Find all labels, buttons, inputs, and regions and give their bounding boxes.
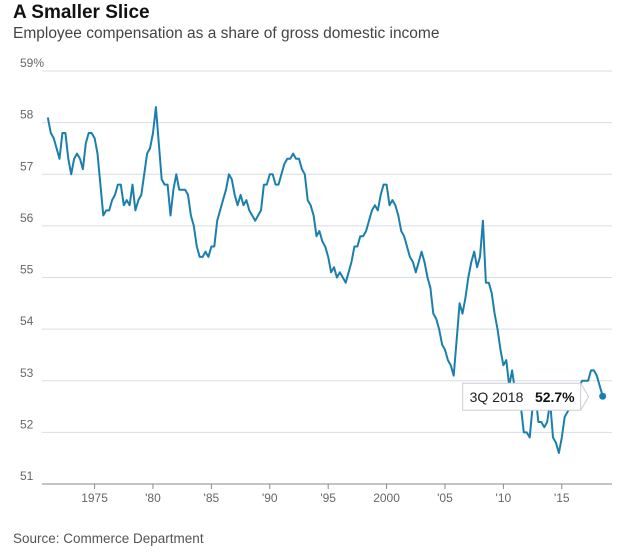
chart-title: A Smaller Slice [13,2,150,23]
x-tick-label: '85 [204,491,220,505]
chart-subtitle: Employee compensation as a share of gros… [13,25,440,42]
callout-box [462,382,582,411]
x-tick-label: '10 [496,491,512,505]
y-axis-ticks: 51 52 53 54 55 56 57 58 59% [20,56,44,483]
series-line [46,106,604,454]
y-tick-label: 52 [20,417,34,431]
source-note: Source: Commerce Department [13,531,204,546]
y-tick-label: 55 [20,263,34,277]
y-tick-label: 51 [20,469,34,483]
y-tick-label: 58 [20,108,34,122]
y-tick-label: 57 [20,159,34,173]
x-tick-label: 1975 [81,491,108,505]
y-tick-label: 56 [20,211,34,225]
callout-arrow [580,382,590,411]
x-tick-label: '95 [320,491,336,505]
value-callout: 3Q 2018 52.7% [462,382,590,411]
x-tick-label: '05 [437,491,453,505]
callout-label: 3Q 2018 [470,389,524,405]
x-axis: 1975 '80 '85 '90 '95 2000 '05 '10 '15 [42,483,612,505]
y-tick-label: 53 [20,366,34,380]
x-tick-label: 2000 [373,491,400,505]
x-tick-label: '15 [554,491,570,505]
x-tick-label: '80 [145,491,161,505]
gridlines [42,70,612,433]
y-tick-label: 59% [20,56,44,70]
y-tick-label: 54 [20,314,34,328]
series-layer [46,106,607,454]
latest-point-marker [599,392,607,400]
callout-value: 52.7% [535,389,575,405]
x-tick-label: '90 [262,491,278,505]
